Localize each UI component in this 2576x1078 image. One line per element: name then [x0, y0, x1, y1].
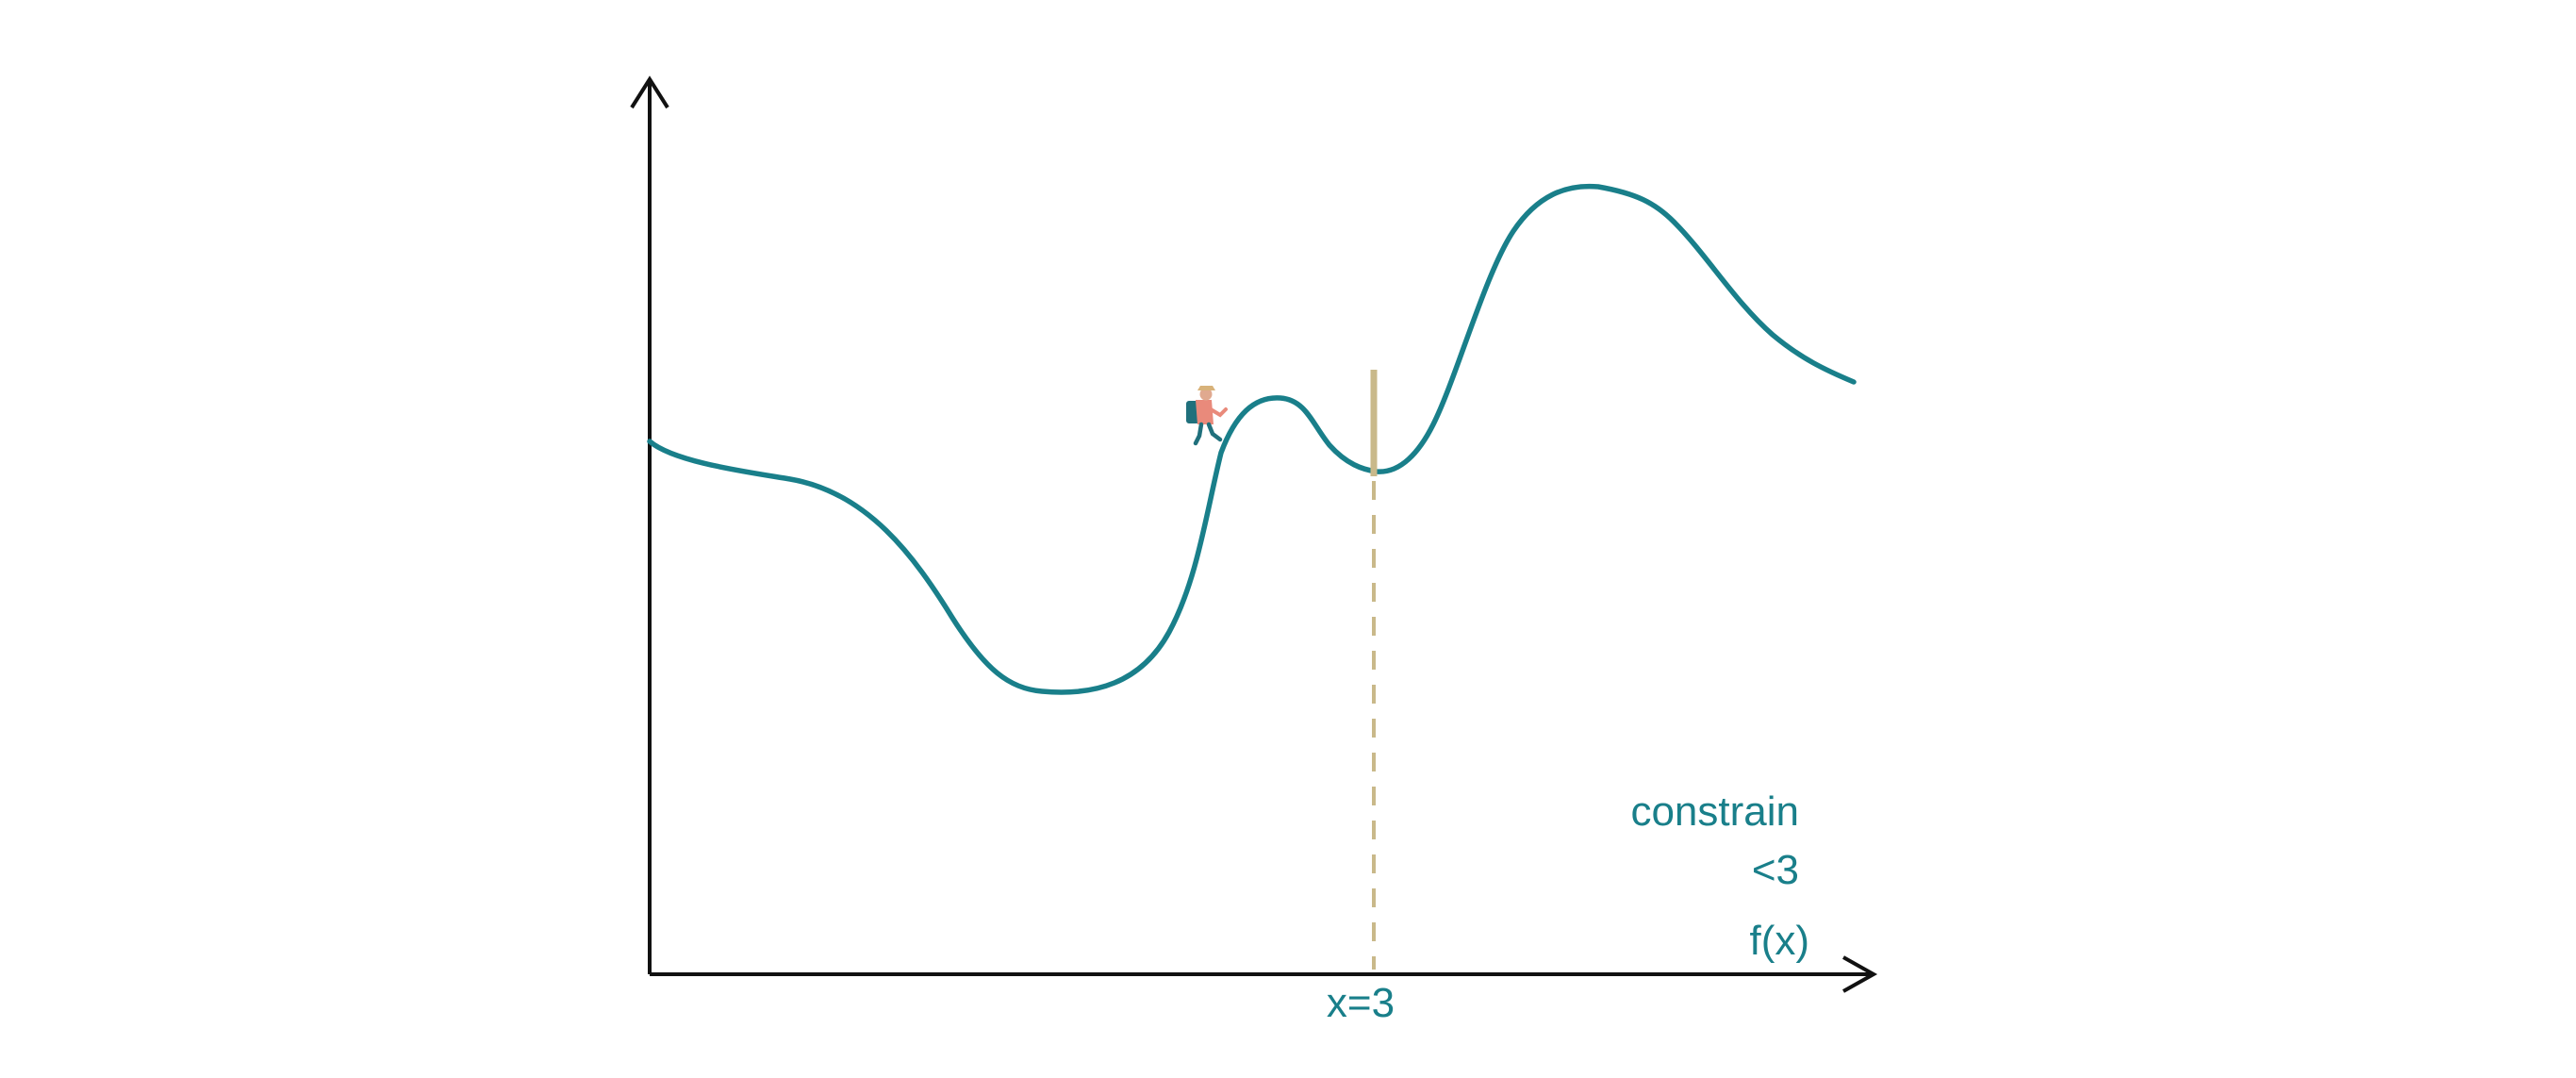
x-axis-label: f(x) — [1749, 918, 1809, 964]
y-axis — [630, 75, 669, 974]
y-axis-arrowhead — [630, 75, 669, 109]
constraint-marker-label: x=3 — [1327, 980, 1395, 1026]
x-axis-arrowhead — [1842, 955, 1878, 993]
constraint-label-line2: <3 — [1752, 847, 1799, 893]
constraint-label-line1: constrain — [1630, 788, 1799, 835]
hiker-icon — [1186, 386, 1228, 446]
function-curve — [647, 183, 1857, 695]
x-axis — [650, 955, 1878, 993]
